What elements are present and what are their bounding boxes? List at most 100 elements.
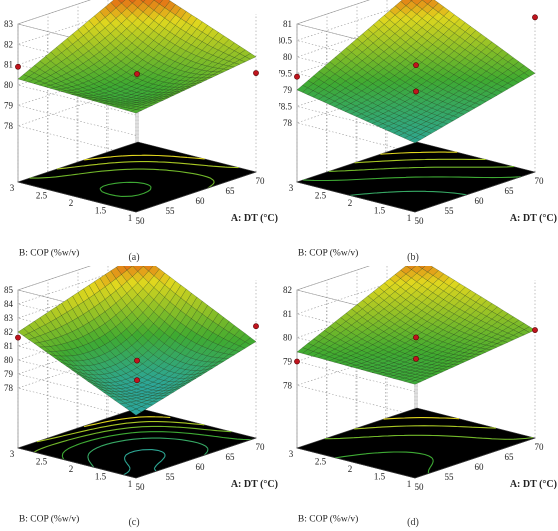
contour-b-1 (349, 190, 467, 196)
contour-a-2 (99, 181, 152, 197)
design-points-d (294, 327, 538, 365)
y-tick-b-1: 1.5 (374, 206, 386, 216)
x-tick-c-2: 60 (196, 462, 206, 472)
design-point-d-1 (294, 358, 300, 365)
z-tick-c-0: 78 (4, 383, 14, 393)
x-ticks-a: 50 55 60 65 70 (136, 176, 266, 226)
x-tick-c-4: 70 (256, 442, 266, 452)
y-tick-c-4: 3 (10, 449, 15, 459)
x-axis-label-d: A: DT (°C) (510, 479, 557, 490)
y-tick-c-0: 1 (128, 479, 133, 489)
z-tick-a-3: 81 (4, 60, 13, 70)
x-tick-d-3: 65 (505, 452, 515, 462)
contour-d-2 (334, 451, 434, 474)
contour-floor-c (16, 407, 258, 479)
y-tick-c-3: 2.5 (36, 457, 48, 467)
x-tick-a-2: 60 (196, 196, 206, 206)
contour-d-4 (354, 425, 496, 430)
y-tick-b-0: 1 (407, 213, 412, 223)
x-tick-b-2: 60 (475, 196, 485, 206)
contour-lines-b (303, 151, 522, 196)
z-tick-c-7: 85 (4, 285, 14, 295)
design-point-a-1 (15, 63, 21, 70)
y-tick-d-4: 3 (289, 449, 294, 459)
x-tick-d-2: 60 (475, 462, 485, 472)
z-tick-a-2: 80 (4, 80, 14, 90)
x-tick-b-3: 65 (505, 186, 515, 196)
design-point-c-3 (134, 377, 140, 384)
z-ticks-a: 78 79 80 81 82 83 (4, 19, 14, 131)
design-point-b-0 (532, 14, 538, 21)
y-tick-d-3: 2.5 (315, 457, 327, 467)
z-tick-a-5: 83 (4, 19, 14, 29)
x-tick-a-4: 70 (256, 176, 266, 186)
contour-b-5 (380, 151, 458, 155)
contour-lines-c (33, 416, 253, 476)
design-points-a (15, 63, 259, 77)
design-point-d-0 (532, 327, 538, 333)
z-tick-d-3: 81 (283, 309, 292, 319)
y-tick-d-2: 2 (348, 464, 353, 474)
x-tick-d-1: 55 (445, 472, 455, 482)
panel-caption-c: (c) (128, 517, 140, 528)
design-points-b (294, 14, 538, 95)
z-tick-c-6: 84 (4, 299, 14, 309)
y-tick-a-0: 1 (128, 213, 133, 223)
contour-floor-d (295, 407, 537, 479)
y-tick-d-1: 1.5 (374, 472, 386, 482)
x-tick-b-0: 50 (415, 216, 425, 226)
x-tick-b-1: 55 (445, 206, 455, 216)
design-point-c-0 (253, 323, 259, 330)
y-tick-a-1: 1.5 (95, 206, 107, 216)
z-tick-c-2: 80 (4, 355, 14, 365)
z-tick-c-1: 79 (4, 369, 14, 379)
contour-a-4 (56, 161, 239, 170)
design-point-d-3 (413, 355, 419, 362)
z-tick-b-3: 79.5 (279, 68, 293, 78)
contour-b-3 (328, 166, 514, 172)
y-ticks-c: 1 1.5 2 2.5 3 (10, 449, 133, 489)
y-ticks-d: 1 1.5 2 2.5 3 (289, 449, 412, 489)
design-point-b-2 (413, 88, 419, 95)
y-axis-label-d: B: COP (%w/v) (298, 514, 358, 525)
response-surface-b (296, 0, 536, 144)
z-tick-d-2: 80 (283, 333, 293, 343)
y-tick-b-3: 2.5 (315, 191, 327, 201)
y-axis-label-a: B: COP (%w/v) (19, 248, 79, 259)
x-tick-c-0: 50 (136, 482, 146, 492)
x-axis-label-b: A: DT (°C) (510, 213, 557, 224)
x-tick-c-3: 65 (226, 452, 236, 462)
response-surface-a (17, 0, 257, 114)
contour-lines-a (29, 154, 239, 197)
contour-b-4 (354, 158, 486, 164)
z-tick-b-6: 81 (283, 19, 292, 29)
surface-plot-b: 7878.57979.58080.581505560657011.522.53C… (279, 0, 558, 265)
contour-a-3 (29, 168, 215, 189)
contour-d-5 (383, 417, 460, 420)
axis-edges-a (17, 171, 257, 213)
y-axis-label-c: B: COP (%w/v) (19, 514, 79, 525)
x-tick-d-4: 70 (535, 442, 545, 452)
z-tick-a-1: 79 (4, 100, 14, 110)
x-ticks-b: 50 55 60 65 70 (415, 176, 545, 226)
panel-caption-b: (b) (407, 252, 419, 263)
axis-edges-d (296, 437, 536, 479)
design-point-c-2 (134, 357, 140, 364)
z-tick-b-0: 78 (283, 118, 293, 128)
z-tick-b-2: 79 (283, 85, 293, 95)
design-points-c (15, 323, 259, 384)
z-ticks-d: 78 79 80 81 82 (283, 285, 293, 390)
z-tick-b-4: 80 (283, 52, 293, 62)
y-ticks-b: 1 1.5 2 2.5 3 (289, 183, 412, 223)
contour-c-5 (83, 416, 171, 428)
y-tick-a-4: 3 (10, 183, 15, 193)
panel-caption-a: (a) (128, 252, 140, 263)
z-tick-c-3: 81 (4, 341, 13, 351)
z-ticks-c: 78 79 80 81 82 83 84 85 (4, 285, 14, 393)
y-axis-label-b: B: COP (%w/v) (298, 248, 358, 259)
